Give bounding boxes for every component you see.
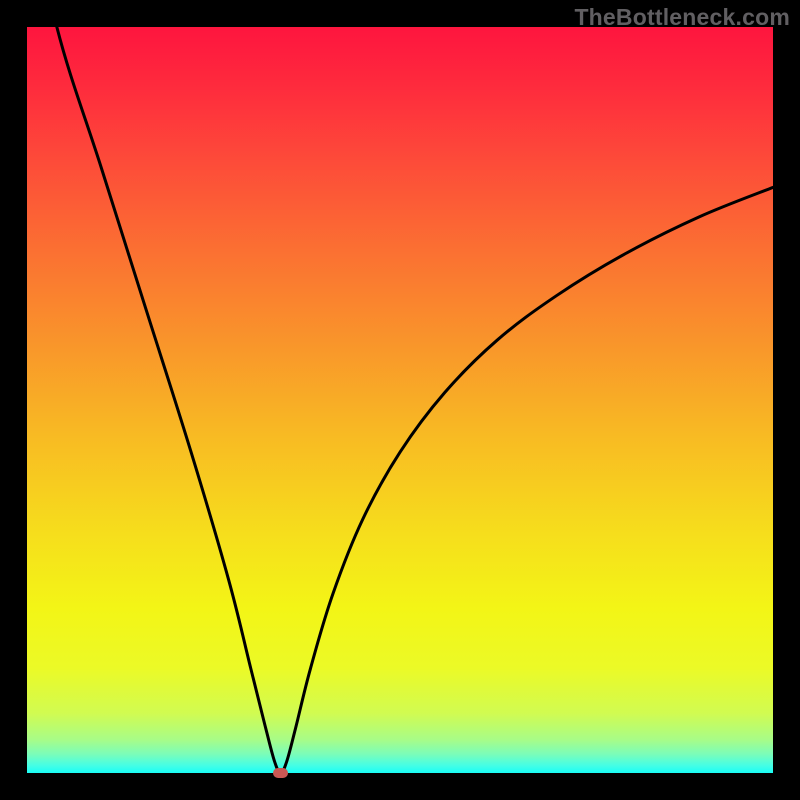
gradient-background: [27, 27, 773, 773]
minimum-marker: [273, 768, 288, 778]
chart-container: TheBottleneck.com: [0, 0, 800, 800]
gradient-plot: [27, 27, 773, 773]
